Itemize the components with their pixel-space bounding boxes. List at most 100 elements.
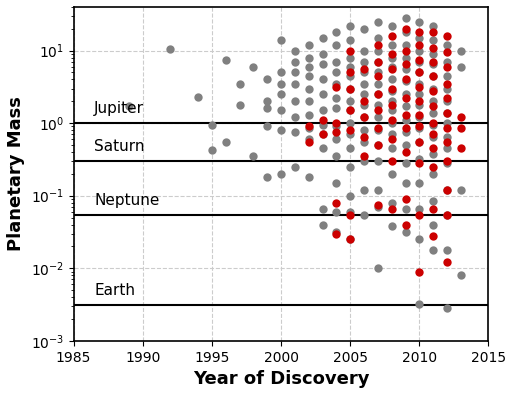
Point [346,164,354,170]
Point [429,134,437,140]
Point [443,125,451,132]
Point [443,211,451,218]
Point [319,107,327,113]
Point [360,26,368,32]
Point [443,59,451,65]
Point [443,145,451,151]
Point [387,206,396,213]
Point [346,47,354,54]
Point [387,120,396,126]
Point [332,120,341,126]
Point [374,42,382,48]
Point [360,59,368,65]
Text: Neptune: Neptune [94,193,160,208]
Point [374,201,382,208]
Point [415,114,423,120]
Point [332,199,341,206]
Point [401,180,409,186]
Point [443,158,451,164]
Point [374,127,382,134]
Point [401,78,409,84]
Point [415,91,423,98]
Point [374,142,382,148]
Point [319,76,327,83]
Point [401,228,409,235]
Point [387,223,396,229]
Point [305,73,313,79]
Point [401,142,409,148]
Point [429,171,437,177]
Point [387,145,396,151]
Point [166,46,174,52]
Point [429,37,437,43]
Point [429,109,437,116]
Point [443,211,451,218]
Y-axis label: Planetary Mass: Planetary Mass [7,96,25,251]
Point [305,123,313,130]
Point [291,47,299,54]
Point [429,51,437,57]
Point [346,145,354,151]
Point [249,153,258,160]
Point [346,236,354,243]
Point [346,107,354,113]
Point [387,107,396,113]
Point [360,81,368,87]
Point [401,196,409,202]
Point [332,136,341,143]
Point [415,160,423,166]
Point [429,222,437,228]
Point [305,98,313,105]
Point [319,91,327,98]
Point [415,211,423,218]
Point [401,149,409,155]
Point [401,222,409,228]
Point [305,64,313,70]
Point [429,150,437,157]
Point [443,98,451,105]
Point [429,61,437,68]
Point [374,59,382,65]
Point [305,42,313,48]
Point [235,81,244,87]
Point [415,19,423,25]
Point [429,120,437,126]
Point [346,64,354,70]
Point [415,301,423,307]
Point [429,88,437,94]
Point [332,95,341,102]
Point [346,85,354,92]
Point [401,47,409,54]
Point [305,55,313,61]
Point [277,91,285,98]
Point [360,114,368,120]
Point [401,91,409,98]
Point [319,222,327,228]
Point [457,145,465,151]
Point [360,187,368,193]
Point [429,73,437,79]
Point [401,117,409,123]
Point [401,129,409,135]
Point [401,26,409,32]
Text: Jupiter: Jupiter [94,101,144,116]
Point [332,230,341,237]
Point [319,131,327,137]
Point [429,145,437,151]
Point [346,127,354,134]
Point [401,29,409,35]
Point [319,122,327,128]
Point [319,61,327,68]
Point [374,158,382,164]
Point [415,102,423,108]
Point [443,260,451,266]
Point [443,134,451,140]
Point [374,91,382,98]
Point [387,66,396,73]
Point [415,268,423,275]
Point [291,59,299,65]
Point [360,114,368,120]
Point [401,61,409,68]
Point [401,95,409,102]
Point [415,59,423,65]
